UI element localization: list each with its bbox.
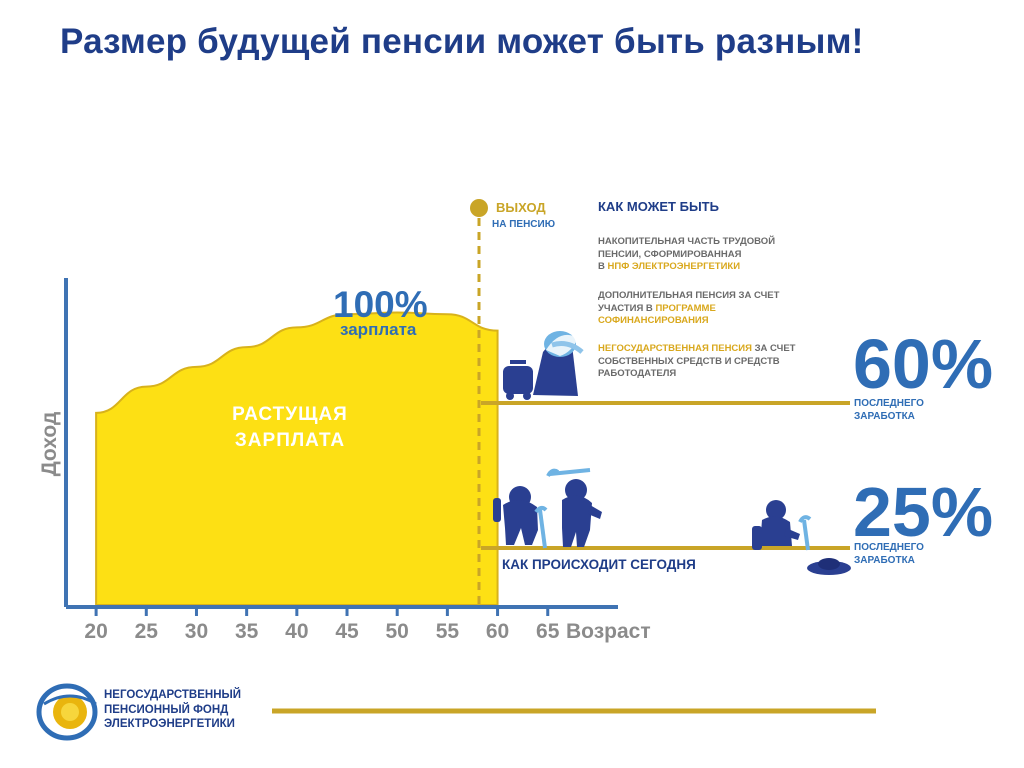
item-highlight: НПФ ЭЛЕКТРОЭНЕРГЕТИКИ	[607, 261, 741, 272]
x-tick-label: 25	[134, 620, 158, 643]
scenario-item-cofinancing: ДОПОЛНИТЕЛЬНАЯ ПЕНСИЯ ЗА СЧЕТ УЧАСТИЯ В …	[598, 290, 838, 328]
x-tick-label: 30	[184, 620, 209, 643]
scenario-today-heading: КАК ПРОИСХОДИТ СЕГОДНЯ	[502, 557, 696, 572]
item-text: УЧАСТИЯ В	[598, 302, 656, 314]
item-line: СОФИНАНСИРОВАНИЯ	[598, 315, 709, 326]
item-line: ДОПОЛНИТЕЛЬНАЯ ПЕНСИЯ ЗА СЧЕТ	[598, 290, 780, 301]
retirement-sublabel: НА ПЕНСИЮ	[492, 219, 556, 230]
y-axis-label: Доход	[38, 411, 61, 477]
scenario-item-funded-pension: НАКОПИТЕЛЬНАЯ ЧАСТЬ ТРУДОВОЙ ПЕНСИИ, СФО…	[598, 236, 838, 274]
x-tick-label: 65	[536, 620, 560, 643]
logo-text: НЕГОСУДАРСТВЕННЫЙ ПЕНСИОННЫЙ ФОНД ЭЛЕКТР…	[104, 688, 284, 732]
scenario-item-nonstate-pension: НЕГОСУДАРСТВЕННАЯ ПЕНСИЯ ЗА СЧЕТ СОБСТВЕ…	[598, 343, 838, 381]
logo-line: ПЕНСИОННЫЙ ФОНД	[104, 703, 229, 716]
item-highlight: ПРОГРАММЕ	[655, 302, 716, 314]
x-tick-label: 55	[435, 620, 460, 643]
logo-sun-icon	[36, 683, 98, 741]
item-line: ПЕНСИИ, СФОРМИРОВАННАЯ	[598, 248, 742, 260]
item-line: РАБОТОДАТЕЛЯ	[598, 368, 677, 379]
logo-line: НЕГОСУДАРСТВЕННЫЙ	[104, 689, 242, 701]
salary-peak-percent: 100%	[333, 284, 428, 325]
item-line: В НПФ ЭЛЕКТРОЭНЕРГЕТИКИ	[598, 261, 838, 274]
x-tick-label: 40	[285, 620, 309, 643]
page-title: Размер будущей пенсии может быть разным!	[60, 22, 864, 61]
item-highlight: НЕГОСУДАРСТВЕННАЯ ПЕНСИЯ	[598, 343, 752, 354]
x-tick-label: 20	[84, 620, 108, 643]
item-text: В	[598, 261, 608, 272]
elderly-couple-with-canes-icon	[493, 468, 602, 549]
retirement-label: ВЫХОД	[496, 200, 546, 215]
scenario-possible-heading: КАК МОЖЕТ БЫТЬ	[598, 199, 719, 214]
possible-percent: 60%	[853, 325, 994, 403]
salary-area	[95, 311, 499, 606]
x-tick-label: 45	[335, 620, 359, 643]
item-text: ЗА СЧЕТ	[751, 343, 796, 354]
x-tick-label: 35	[234, 620, 259, 643]
item-line: СОБСТВЕННЫХ СРЕДСТВ И СРЕДСТВ	[598, 355, 780, 367]
today-percent-label: ПОСЛЕДНЕГО ЗАРАБОТКА	[854, 541, 954, 567]
percent-label-line: ЗАРАБОТКА	[854, 555, 915, 566]
begging-hat-icon	[807, 558, 851, 575]
item-line: НАКОПИТЕЛЬНАЯ ЧАСТЬ ТРУДОВОЙ	[598, 236, 776, 247]
retiree-with-suitcase-icon	[503, 331, 584, 400]
x-tick-label: 60	[485, 620, 510, 643]
x-axis-label: Возраст	[566, 620, 651, 643]
growing-salary-line1: РАСТУЩАЯ	[232, 404, 348, 425]
x-axis-ticks	[94, 607, 550, 616]
percent-label-line: ПОСЛЕДНЕГО	[854, 398, 924, 409]
percent-label-line: ЗАРАБОТКА	[854, 411, 915, 422]
percent-label-line: ПОСЛЕДНЕГО	[854, 542, 924, 553]
growing-salary-line2: ЗАРПЛАТА	[234, 430, 346, 451]
retirement-marker-dot	[470, 199, 488, 217]
item-line: НЕГОСУДАРСТВЕННАЯ ПЕНСИЯ ЗА СЧЕТ	[598, 343, 838, 356]
salary-peak-label: зарплата	[340, 320, 417, 339]
logo-line: ЭЛЕКТРОЭНЕРГЕТИКИ	[104, 718, 235, 730]
item-line: УЧАСТИЯ В ПРОГРАММЕ	[598, 303, 838, 316]
x-tick-label: 50	[385, 620, 409, 643]
possible-percent-label: ПОСЛЕДНЕГО ЗАРАБОТКА	[854, 397, 954, 423]
seated-beggar-icon	[752, 500, 812, 551]
growing-salary-label: РАСТУЩАЯ ЗАРПЛАТА	[210, 402, 370, 454]
today-percent: 25%	[853, 473, 994, 551]
